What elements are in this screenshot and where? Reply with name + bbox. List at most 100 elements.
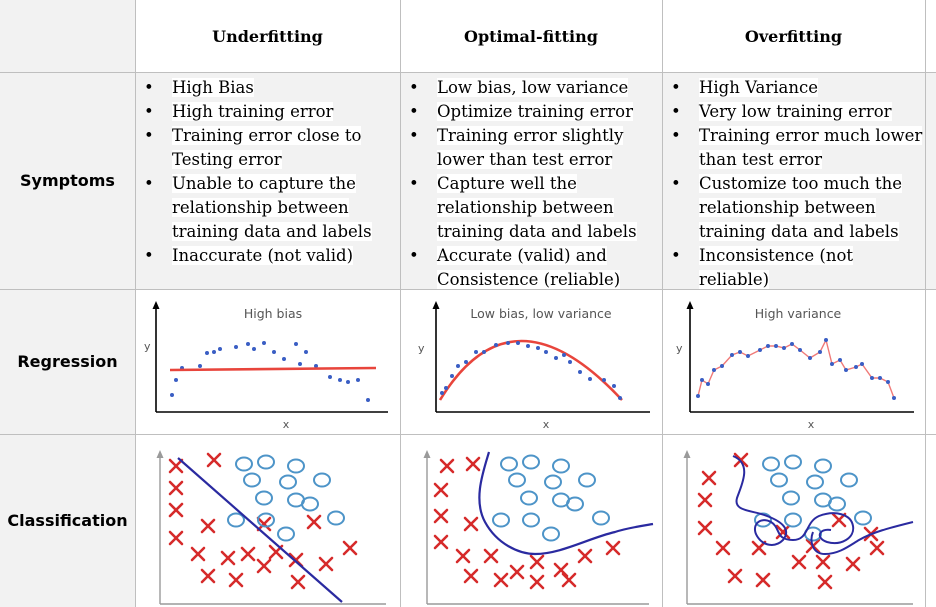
data-point: [562, 353, 566, 357]
symptom-item: Optimize training error: [401, 100, 662, 124]
data-point: [758, 348, 762, 352]
circle-marker: [277, 526, 295, 542]
decision-boundary-upper: [732, 455, 855, 546]
symptom-item: Inaccurate (not valid): [136, 244, 400, 268]
cross-marker: [529, 574, 545, 590]
cross-marker: [697, 492, 713, 508]
cross-marker: [228, 572, 244, 588]
data-point: [854, 365, 858, 369]
data-point: [544, 350, 548, 354]
regression-title: High variance: [755, 306, 842, 321]
data-point: [218, 347, 222, 351]
cross-marker: [200, 568, 216, 584]
regression-plot-underfitting: High bias x y: [144, 301, 388, 431]
circle-marker: [770, 472, 788, 488]
regression-plot-overfitting: High variance x y: [676, 301, 914, 431]
data-point: [798, 348, 802, 352]
cross-marker: [206, 452, 222, 468]
cross-marker: [342, 540, 358, 556]
data-point: [712, 368, 716, 372]
data-point: [700, 378, 704, 382]
symptom-item: Low bias, low variance: [401, 76, 662, 100]
data-point: [824, 338, 828, 342]
cross-marker: [256, 516, 272, 532]
decision-boundary-lower: [810, 521, 914, 556]
cross-marker: [701, 470, 717, 486]
data-point: [860, 362, 864, 366]
data-point: [304, 350, 308, 354]
data-point: [516, 341, 520, 345]
circle-marker: [227, 512, 245, 528]
data-point: [464, 360, 468, 364]
cross-marker: [168, 530, 184, 546]
corner-cell: [0, 0, 135, 72]
column-header-optimal-fitting: Optimal-fitting: [464, 26, 598, 46]
circle-marker: [279, 474, 297, 490]
cross-marker: [493, 572, 509, 588]
column-header-overfitting: Overfitting: [744, 26, 843, 46]
data-point: [205, 351, 209, 355]
fit-line: [169, 366, 377, 372]
cross-marker: [190, 546, 206, 562]
row-header-regression: Regression: [17, 352, 118, 371]
data-point: [328, 375, 332, 379]
cross-marker: [751, 540, 767, 556]
data-point: [346, 380, 350, 384]
circle-marker: [508, 472, 526, 488]
data-point: [696, 394, 700, 398]
data-point: [746, 354, 750, 358]
cross-marker: [697, 520, 713, 536]
cross-marker: [168, 458, 184, 474]
data-point: [886, 380, 890, 384]
y-axis-label: y: [144, 340, 151, 353]
cross-marker: [509, 564, 525, 580]
circle-marker: [578, 472, 596, 488]
data-point: [830, 362, 834, 366]
circle-marker: [784, 512, 802, 528]
cross-marker: [775, 524, 791, 540]
cross-marker: [755, 572, 771, 588]
circle-marker: [243, 472, 261, 488]
x-axis-label: x: [543, 418, 550, 431]
cross-marker: [220, 550, 236, 566]
cross-marker: [168, 502, 184, 518]
circle-marker: [542, 526, 560, 542]
cross-marker: [577, 548, 593, 564]
regression-plot-optimal-fitting: Low bias, low variance x y: [418, 301, 650, 431]
fit-curve: [697, 337, 895, 399]
symptom-item: Accurate (valid) and Consistence (reliab…: [401, 244, 662, 292]
symptoms-optimal-fitting: Low bias, low variance Optimize training…: [401, 76, 662, 292]
circle-marker: [828, 496, 846, 512]
row-header-background: [0, 289, 135, 607]
circle-marker: [854, 510, 872, 526]
data-point: [618, 396, 622, 400]
data-point: [366, 398, 370, 402]
data-point: [766, 344, 770, 348]
cross-marker: [733, 452, 749, 468]
circle-marker: [782, 490, 800, 506]
cross-marker: [553, 562, 569, 578]
circle-marker: [566, 496, 584, 512]
data-point: [170, 393, 174, 397]
circle-marker: [235, 456, 253, 472]
circle-marker: [522, 454, 540, 470]
circle-marker: [257, 512, 275, 528]
classification-plot-underfitting: [156, 450, 386, 605]
x-axis-label: x: [283, 418, 290, 431]
circle-marker: [313, 472, 331, 488]
cross-marker: [483, 548, 499, 564]
data-point: [818, 350, 822, 354]
circle-marker: [592, 510, 610, 526]
data-point: [578, 370, 582, 374]
cross-marker: [465, 456, 481, 472]
data-point: [298, 362, 302, 366]
cross-marker: [845, 556, 861, 572]
symptom-item: Capture well the relationship between tr…: [401, 172, 662, 244]
cross-marker: [791, 554, 807, 570]
row-header-classification: Classification: [7, 511, 128, 530]
cross-marker: [168, 480, 184, 496]
data-point: [506, 341, 510, 345]
data-point: [612, 384, 616, 388]
data-point: [878, 376, 882, 380]
